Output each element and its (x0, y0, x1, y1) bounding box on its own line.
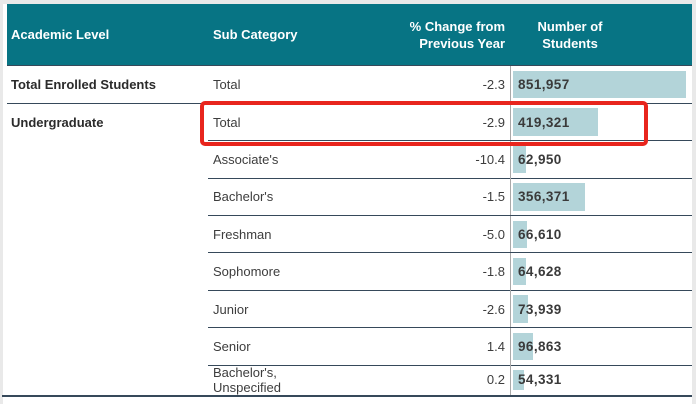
column-header-sub-category[interactable]: Sub Category (213, 27, 298, 42)
students-cell: 851,957 (510, 66, 692, 104)
sub-category-cell: Total (213, 77, 241, 93)
students-header-line2: Students (542, 35, 598, 51)
table-bottom-border (2, 394, 692, 397)
pct-change-cell: -2.9 (482, 114, 505, 130)
report-page: Academic Level Sub Category % Change fro… (2, 4, 692, 404)
pct-change-cell: -5.0 (482, 226, 505, 242)
sub-category-cell: Associate's (213, 151, 279, 167)
student-count-bar (513, 71, 686, 99)
students-cell: 66,610 (510, 215, 692, 253)
student-count-bar (513, 257, 526, 286)
student-count-bar (513, 220, 527, 248)
sub-category-cell: Freshman (213, 226, 272, 242)
pct-change-cell: -2.6 (482, 301, 505, 317)
student-count-value: 96,863 (518, 338, 562, 354)
student-count-value: 54,331 (518, 372, 562, 388)
students-cell: 64,628 (510, 252, 692, 291)
student-count-bar (513, 370, 524, 390)
table-row[interactable]: Bachelor's -1.5 356,371 (7, 178, 692, 217)
pct-change-header-line2: Previous Year (419, 35, 505, 51)
students-cell: 356,371 (510, 178, 692, 216)
student-count-value: 62,950 (518, 151, 562, 167)
student-count-value: 356,371 (518, 189, 570, 205)
pct-change-cell: -10.4 (475, 151, 505, 167)
table-row[interactable]: Total Enrolled Students Total -2.3 851,957 (7, 66, 692, 105)
academic-level-cell: Undergraduate (11, 114, 104, 130)
academic-level-cell: Total Enrolled Students (11, 77, 156, 93)
student-count-value: 419,321 (518, 114, 570, 130)
student-count-bar (513, 145, 526, 174)
sub-category-cell: Bachelor's, Unspecified (213, 364, 281, 395)
pct-change-cell: -1.8 (482, 264, 505, 280)
students-cell: 62,950 (510, 140, 692, 179)
pct-change-cell: 0.2 (486, 372, 505, 388)
student-count-bar (513, 108, 598, 136)
students-cell: 419,321 (510, 103, 692, 141)
student-count-value: 66,610 (518, 226, 562, 242)
students-cell: 96,863 (510, 327, 692, 366)
column-header-academic-level[interactable]: Academic Level (11, 27, 110, 42)
sub-category-cell: Senior (213, 338, 251, 354)
student-count-bar (513, 295, 528, 323)
column-header-number-of-students[interactable]: Number of Students (508, 18, 692, 52)
students-cell: 73,939 (510, 290, 692, 328)
table-row[interactable]: Associate's -10.4 62,950 (7, 140, 692, 180)
sub-category-cell: Total (213, 114, 241, 130)
student-count-value: 851,957 (518, 77, 570, 93)
table-row-highlighted[interactable]: Undergraduate Total -2.9 419,321 (7, 103, 692, 142)
student-count-value: 73,939 (518, 301, 562, 317)
sub-category-cell: Sophomore (213, 264, 281, 280)
sub-category-cell: Junior (213, 301, 249, 317)
pct-change-cell: -1.5 (482, 189, 505, 205)
table-row[interactable]: Freshman -5.0 66,610 (7, 215, 692, 254)
enrollment-table: Academic Level Sub Category % Change fro… (2, 4, 692, 397)
pct-change-cell: 1.4 (486, 338, 505, 354)
pct-change-cell: -2.3 (482, 77, 505, 93)
sub-category-cell: Bachelor's (213, 189, 274, 205)
student-count-bar (513, 332, 533, 361)
table-header-row: Academic Level Sub Category % Change fro… (7, 4, 692, 66)
table-row[interactable]: Bachelor's, Unspecified 0.2 54,331 (7, 365, 692, 395)
table-row[interactable]: Senior 1.4 96,863 (7, 327, 692, 367)
table-row[interactable]: Junior -2.6 73,939 (7, 290, 692, 329)
student-count-bar (513, 183, 585, 211)
column-header-pct-change[interactable]: % Change from Previous Year (345, 18, 508, 52)
students-cell: 54,331 (510, 365, 692, 395)
table-row[interactable]: Sophomore -1.8 64,628 (7, 252, 692, 292)
students-header-line1: Number of (537, 18, 603, 34)
student-count-value: 64,628 (518, 264, 562, 280)
pct-change-header-line1: % Change from (409, 18, 505, 34)
table-body: Total Enrolled Students Total -2.3 851,957 U… (7, 66, 692, 395)
